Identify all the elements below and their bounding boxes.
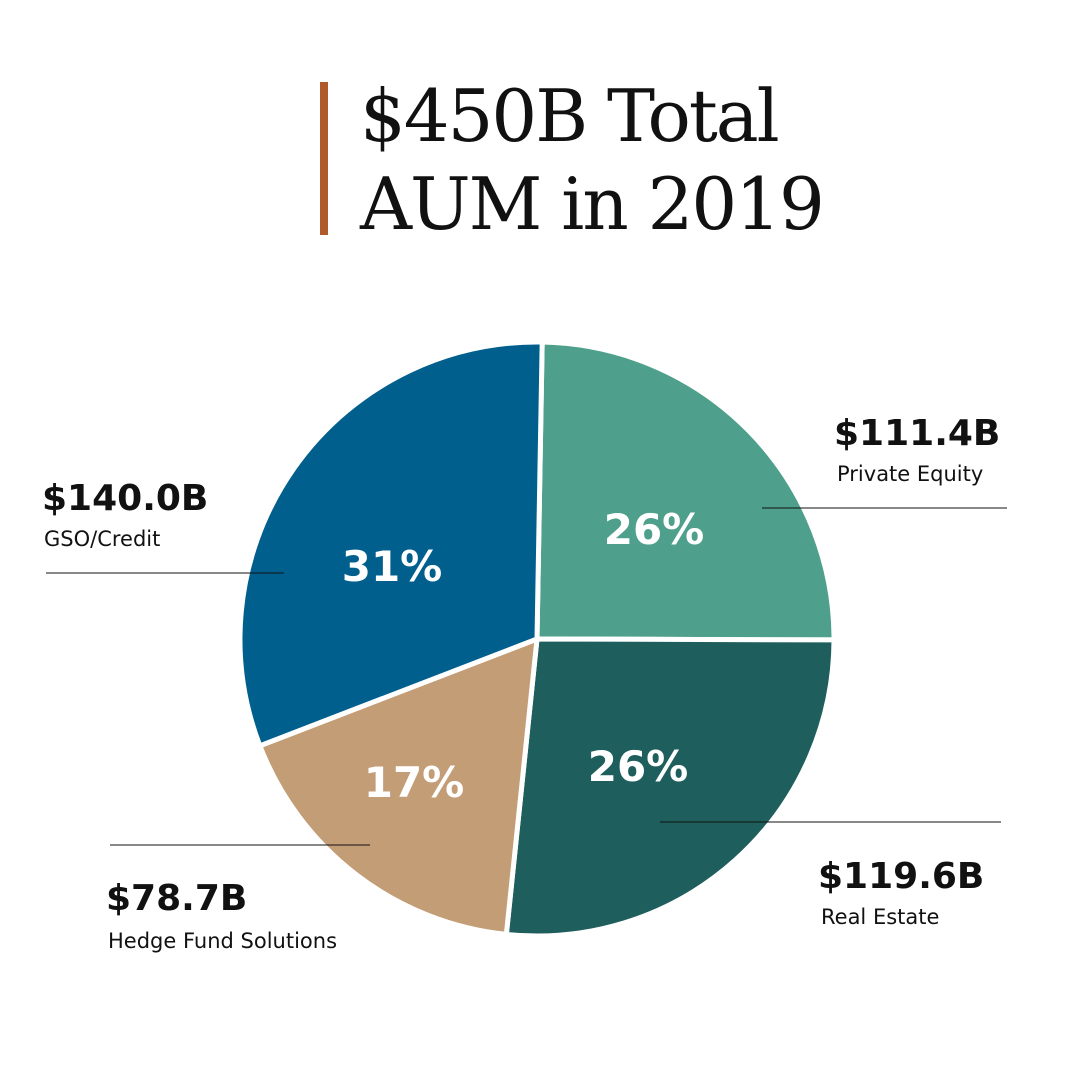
percent-label-real-estate: 26% <box>588 742 689 791</box>
pie-slice-hedge-fund-solutions <box>257 636 540 937</box>
pie-slice-real-estate <box>503 636 837 939</box>
title-accent-bar <box>320 82 328 235</box>
amount-label-hedge-fund-solutions: $78.7B <box>106 878 247 919</box>
percent-label-gso-credit: 31% <box>342 542 443 591</box>
percent-label-hedge-fund-solutions: 17% <box>364 758 465 807</box>
amount-label-real-estate: $119.6B <box>818 856 984 897</box>
leader-lines <box>46 507 1007 846</box>
category-label-real-estate: Real Estate <box>821 905 939 929</box>
amount-label-private-equity: $111.4B <box>834 413 1000 454</box>
amount-label-gso-credit: $140.0B <box>42 478 208 519</box>
chart-title-line-2: AUM in 2019 <box>359 162 823 246</box>
pie-slice-gso-credit <box>237 339 545 749</box>
category-label-gso-credit: GSO/Credit <box>44 527 160 551</box>
percent-label-private-equity: 26% <box>604 505 705 554</box>
pie-slices <box>237 339 837 939</box>
category-label-private-equity: Private Equity <box>837 462 983 486</box>
pie-slice-private-equity <box>534 339 837 643</box>
category-label-hedge-fund-solutions: Hedge Fund Solutions <box>108 929 337 953</box>
chart-title-line-1: $450B Total <box>360 74 778 158</box>
